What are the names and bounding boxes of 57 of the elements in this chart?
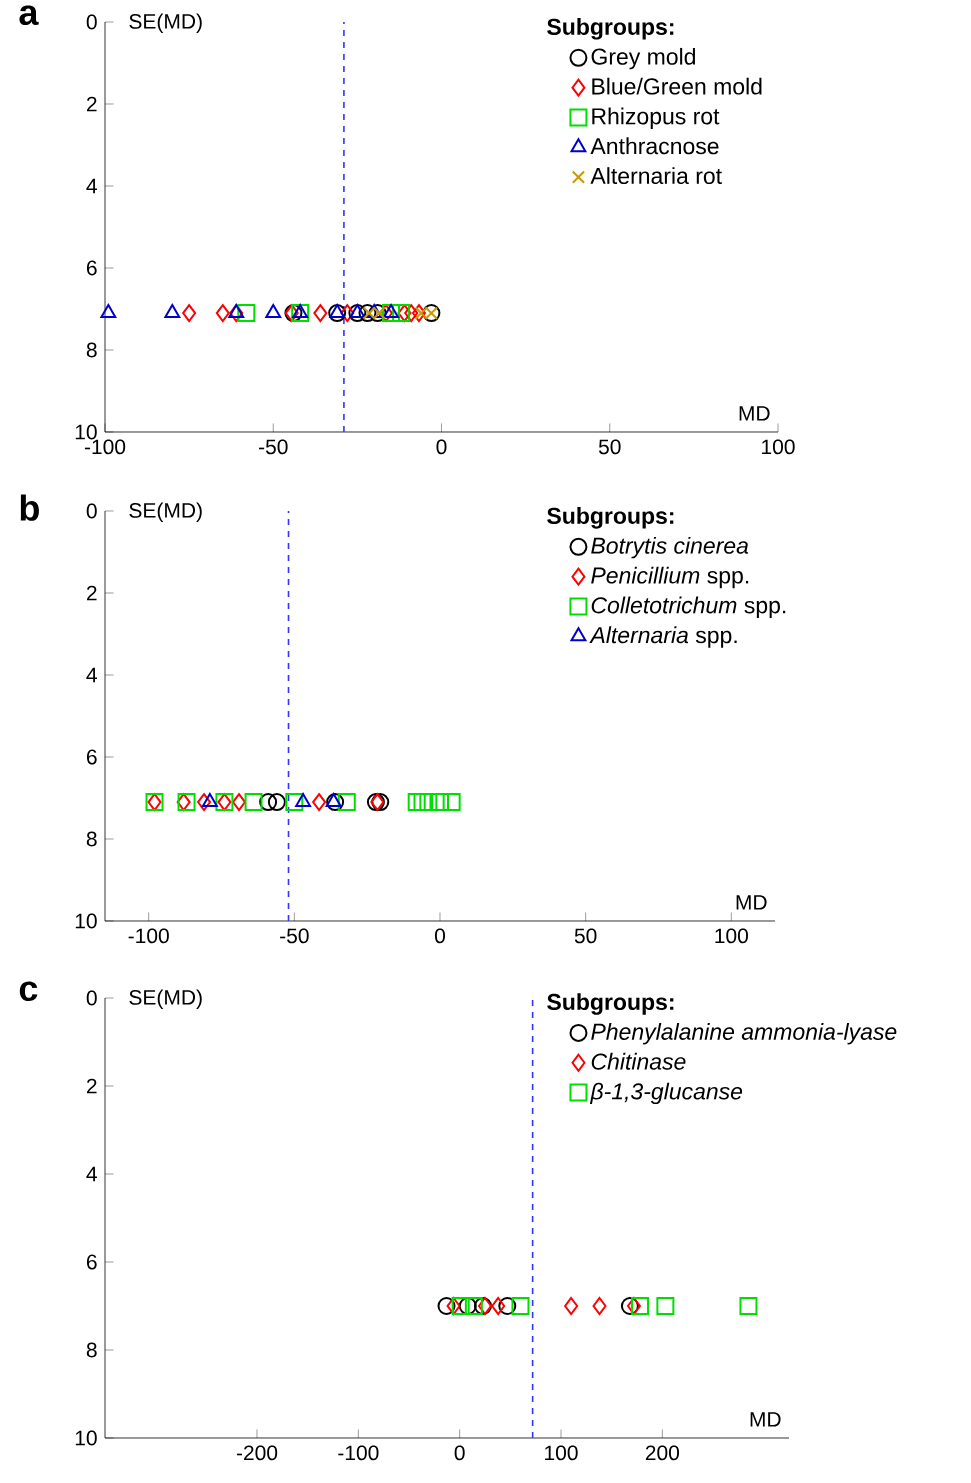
x-tick-label: -100 xyxy=(84,439,126,455)
legend-label: Anthracnose xyxy=(590,137,719,155)
x-tick-label: 200 xyxy=(645,1445,680,1461)
x-tick-label: 100 xyxy=(715,928,748,944)
legend-title: Subgroups: xyxy=(547,993,674,1015)
y-tick-label: 0 xyxy=(86,990,97,1006)
y-axis-title: SE(MD) xyxy=(129,989,202,1009)
x-tick-label: -200 xyxy=(236,1445,278,1461)
legend-label: Rhizopus rot xyxy=(592,107,720,129)
chart-title: c xyxy=(19,981,38,1002)
x-tick-label: 50 xyxy=(598,439,621,455)
y-tick-label: 0 xyxy=(86,14,97,30)
x-tick-label: 0 xyxy=(436,439,447,455)
legend-label: β-1,3-glucanse xyxy=(589,1082,743,1105)
y-tick-label: 8 xyxy=(86,831,97,847)
legend-label: Alternaria spp. xyxy=(589,626,737,648)
legend-title: Subgroups: xyxy=(547,507,674,529)
y-tick-label: 4 xyxy=(86,178,97,194)
y-tick-label: 2 xyxy=(86,96,97,112)
legend-label: Blue/Green mold xyxy=(592,77,762,95)
chart-title: a xyxy=(19,5,39,26)
y-tick-label: 6 xyxy=(86,749,97,765)
y-tick-label: 8 xyxy=(86,1342,97,1358)
x-tick-label: 0 xyxy=(454,1445,465,1461)
x-tick-label: -50 xyxy=(280,928,309,944)
x-axis-title: MD xyxy=(736,895,767,910)
legend-label: Botrytis cinerea xyxy=(591,536,749,559)
legend-label: Alternaria rot xyxy=(590,167,722,185)
y-axis-title: SE(MD) xyxy=(129,13,202,33)
x-tick-label: -100 xyxy=(338,1445,379,1461)
legend-label: Chitinase xyxy=(591,1052,686,1070)
y-tick-label: 6 xyxy=(86,1254,97,1270)
y-tick-label: 2 xyxy=(86,1078,97,1094)
y-tick-label: 6 xyxy=(86,260,97,276)
y-tick-label: 4 xyxy=(86,1166,97,1182)
legend-title: Subgroups: xyxy=(547,18,674,40)
y-tick-label: 4 xyxy=(86,667,97,683)
y-tick-label: 10 xyxy=(75,1430,97,1446)
x-tick-label: 50 xyxy=(574,928,597,944)
y-tick-label: 0 xyxy=(86,503,97,519)
legend-label: Colletotrichum spp. xyxy=(591,596,786,618)
x-axis-title: MD xyxy=(750,1412,781,1427)
x-tick-label: -100 xyxy=(128,928,169,944)
legend-label: Grey mold xyxy=(591,47,695,70)
y-tick-label: 2 xyxy=(86,585,97,601)
x-tick-label: 0 xyxy=(434,928,446,944)
legend-label: Phenylalanine ammonia-lyase xyxy=(591,1023,897,1045)
x-axis-title: MD xyxy=(739,406,770,421)
y-tick-label: 10 xyxy=(75,424,97,440)
y-tick-label: 10 xyxy=(75,913,97,929)
y-tick-label: 8 xyxy=(86,342,97,358)
y-axis-title: SE(MD) xyxy=(129,502,202,522)
x-tick-label: 100 xyxy=(762,439,795,455)
x-tick-label: -50 xyxy=(259,439,288,455)
x-tick-label: 100 xyxy=(545,1445,578,1461)
chart-title: b xyxy=(20,494,39,521)
legend-label: Penicillium spp. xyxy=(591,566,749,589)
